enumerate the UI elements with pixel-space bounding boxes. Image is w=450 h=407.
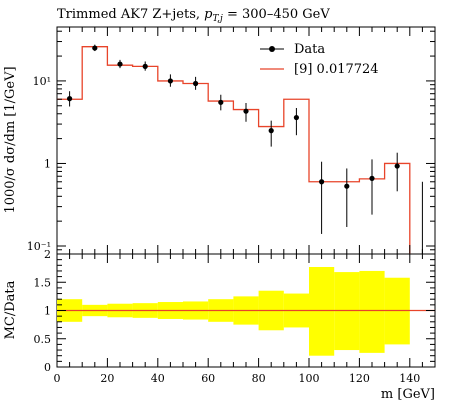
- chart-title: Trimmed AK7 Z+jets, pT,j = 300–450 GeV: [57, 7, 330, 24]
- x-tick-label: 0: [54, 372, 61, 385]
- mc-step-line: [57, 46, 411, 254]
- main-y-axis-label: 1000/σ dσ/dm [1/GeV]: [3, 66, 18, 213]
- ratio-y-axis-label: MC/Data: [3, 280, 18, 339]
- main-y-tick-label: 10¹: [33, 75, 51, 88]
- ratio-y-tick-label: 0: [44, 361, 51, 374]
- ratio-y-axis: 0 0.5 1 1.5 2: [34, 248, 435, 374]
- x-axis-label: m [GeV]: [381, 387, 435, 402]
- x-tick-label: 100: [299, 372, 320, 385]
- main-y-tick-label: 1: [44, 157, 51, 170]
- ratio-y-tick-label: 0.5: [34, 333, 52, 346]
- data-point: [319, 179, 325, 185]
- legend-data-marker: [269, 46, 275, 52]
- data-point: [67, 96, 73, 102]
- data-point: [268, 128, 274, 134]
- ratio-band-bin: [309, 266, 335, 356]
- x-tick-label: 120: [349, 372, 370, 385]
- data-point: [369, 175, 375, 181]
- data-points-series: [67, 44, 423, 254]
- legend-mc-label: [9] 0.017724: [294, 62, 379, 77]
- x-tick-label: 140: [399, 372, 420, 385]
- data-point: [293, 114, 299, 121]
- x-tick-label: 20: [100, 372, 114, 385]
- ratio-y-tick-label: 2: [44, 248, 51, 261]
- ratio-y-tick-label: 1: [44, 305, 51, 318]
- data-point: [394, 163, 400, 169]
- x-tick-label: 40: [151, 372, 165, 385]
- legend: Data [9] 0.017724: [260, 42, 379, 77]
- x-axis: 0 20 40 60 80 100 120 140: [54, 27, 436, 385]
- data-point: [142, 63, 148, 69]
- data-point: [218, 99, 224, 105]
- data-point: [193, 80, 199, 87]
- ratio-band: [57, 266, 410, 356]
- legend-data-label: Data: [294, 42, 325, 57]
- mc-step-series: [57, 46, 411, 254]
- data-point: [167, 78, 173, 84]
- data-point: [243, 108, 249, 114]
- main-y-axis: 10⁻¹ 1 10¹: [27, 30, 435, 255]
- main-y-tick-label: 10⁻¹: [27, 240, 51, 253]
- x-tick-label: 80: [252, 372, 266, 385]
- data-point: [344, 183, 350, 189]
- data-point: [117, 61, 123, 67]
- data-point: [92, 45, 98, 51]
- ratio-y-tick-label: 1.5: [34, 276, 52, 289]
- x-tick-label: 60: [201, 372, 215, 385]
- ratio-band-bin: [359, 270, 385, 353]
